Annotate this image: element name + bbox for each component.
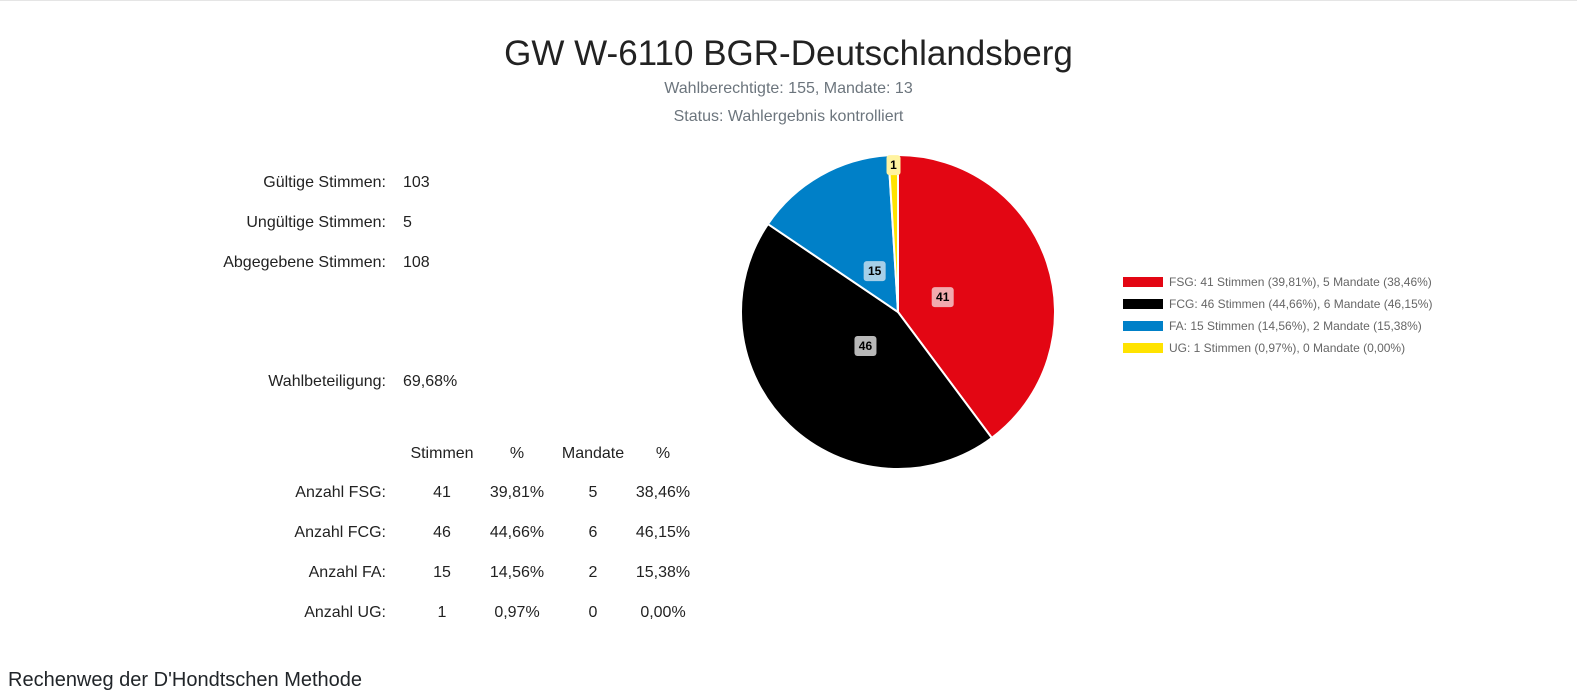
cell-ug-votes: 1	[437, 604, 447, 621]
legend-swatch	[1123, 277, 1163, 287]
cell-fcg-votes-pct: 44,66%	[489, 524, 545, 541]
cell-fsg-seats-pct: 38,46%	[635, 484, 691, 501]
legend-swatch	[1123, 343, 1163, 353]
page-title: GW W-6110 BGR-Deutschlandsberg	[504, 34, 1073, 73]
legend-item-fcg[interactable]: FCG: 46 Stimmen (44,66%), 6 Mandate (46,…	[1123, 293, 1432, 315]
top-border	[0, 0, 1577, 1]
cell-fa-seats-pct: 15,38%	[635, 564, 691, 581]
pie-chart: 41 46 15 1	[740, 153, 1056, 470]
status-subtitle: Status: Wahlergebnis kontrolliert	[673, 108, 904, 125]
cast-votes-label: Abgegebene Stimmen:	[223, 254, 386, 271]
cell-ug-votes-pct: 0,97%	[494, 604, 540, 621]
legend-label: FSG: 41 Stimmen (39,81%), 5 Mandate (38,…	[1169, 275, 1432, 289]
cell-ug-seats: 0	[588, 604, 598, 621]
legend-label: UG: 1 Stimmen (0,97%), 0 Mandate (0,00%)	[1169, 341, 1406, 355]
cell-fcg-votes: 46	[433, 524, 451, 541]
pie-label-fsg: 41	[931, 287, 954, 308]
pie-label-fa: 15	[863, 261, 886, 282]
invalid-votes-value: 5	[403, 214, 412, 231]
cell-fa-seats: 2	[588, 564, 598, 581]
legend-item-ug[interactable]: UG: 1 Stimmen (0,97%), 0 Mandate (0,00%)	[1123, 337, 1432, 359]
svg-text:15: 15	[868, 264, 882, 278]
row-label-fa: Anzahl FA:	[308, 564, 386, 581]
row-label-ug: Anzahl UG:	[304, 604, 386, 621]
legend-item-fsg[interactable]: FSG: 41 Stimmen (39,81%), 5 Mandate (38,…	[1123, 271, 1432, 293]
turnout-value: 69,68%	[403, 373, 458, 390]
turnout-label: Wahlbeteiligung:	[268, 373, 386, 390]
cell-fa-votes: 15	[433, 564, 451, 581]
legend-item-fa[interactable]: FA: 15 Stimmen (14,56%), 2 Mandate (15,3…	[1123, 315, 1432, 337]
col-header-votes-pct: %	[509, 445, 525, 462]
pie-label-fcg: 46	[854, 336, 877, 357]
row-label-fsg: Anzahl FSG:	[295, 484, 386, 501]
cell-fcg-seats: 6	[588, 524, 598, 541]
invalid-votes-label: Ungültige Stimmen:	[246, 214, 386, 231]
legend-label: FCG: 46 Stimmen (44,66%), 6 Mandate (46,…	[1169, 297, 1433, 311]
cell-fcg-seats-pct: 46,15%	[635, 524, 691, 541]
legend-swatch	[1123, 321, 1163, 331]
legend-swatch	[1123, 299, 1163, 309]
pie-label-ug: 1	[886, 155, 901, 176]
eligible-voters-subtitle: Wahlberechtigte: 155, Mandate: 13	[664, 80, 913, 97]
valid-votes-value: 103	[403, 174, 430, 191]
cast-votes-value: 108	[403, 254, 430, 271]
cell-fa-votes-pct: 14,56%	[489, 564, 545, 581]
cell-ug-seats-pct: 0,00%	[640, 604, 686, 621]
col-header-seats: Mandate	[561, 445, 625, 462]
pie-slice-fsg[interactable]	[897, 153, 1056, 440]
chart-legend: FSG: 41 Stimmen (39,81%), 5 Mandate (38,…	[1123, 271, 1432, 359]
cell-fsg-votes: 41	[433, 484, 451, 501]
svg-text:1: 1	[890, 158, 897, 172]
row-label-fcg: Anzahl FCG:	[294, 524, 386, 541]
svg-text:41: 41	[936, 290, 950, 304]
dhondt-method-heading: Rechenweg der D'Hondtschen Methode	[8, 669, 363, 691]
legend-label: FA: 15 Stimmen (14,56%), 2 Mandate (15,3…	[1169, 319, 1422, 333]
svg-text:46: 46	[859, 339, 873, 353]
col-header-votes: Stimmen	[410, 445, 474, 462]
cell-fsg-votes-pct: 39,81%	[489, 484, 545, 501]
valid-votes-label: Gültige Stimmen:	[263, 174, 386, 191]
col-header-seats-pct: %	[655, 445, 671, 462]
cell-fsg-seats: 5	[588, 484, 598, 501]
